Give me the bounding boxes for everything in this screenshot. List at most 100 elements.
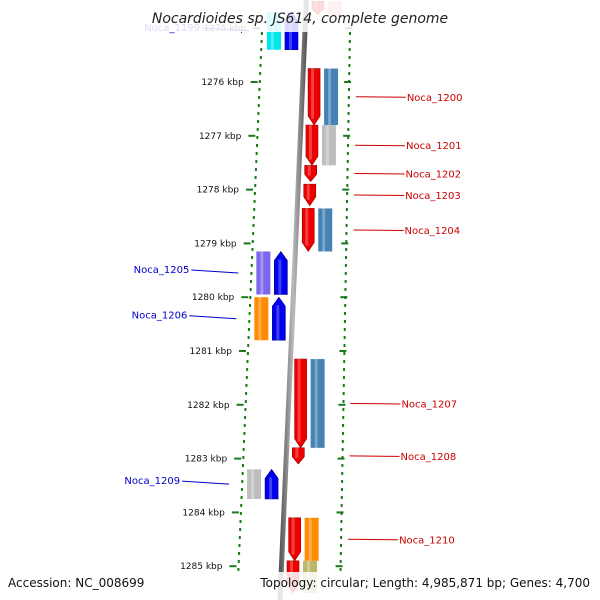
outer-tick-mark xyxy=(337,457,345,460)
gene-arrow[interactable] xyxy=(274,250,288,295)
guide-dot-inner xyxy=(260,32,263,35)
guide-dot-inner xyxy=(239,520,242,523)
gene-noca_1205[interactable] xyxy=(256,250,288,295)
guide-dot-inner xyxy=(239,528,242,531)
kbp-tick-label: 1281 kbp xyxy=(190,347,233,357)
guide-dot-outer xyxy=(346,160,349,163)
cog-category-box xyxy=(247,469,262,499)
guide-dot-outer xyxy=(340,496,343,499)
kbp-tick-label: 1278 kbp xyxy=(197,186,240,196)
gene-label[interactable]: Noca_1202 xyxy=(405,169,461,180)
outer-tick-mark xyxy=(338,403,346,406)
guide-dot-inner xyxy=(244,408,247,411)
gene-arrow[interactable] xyxy=(264,468,279,500)
guide-dot-inner xyxy=(247,328,250,331)
guide-dot-inner xyxy=(244,400,247,403)
guide-dot-inner xyxy=(254,176,257,179)
guide-dot-outer xyxy=(347,88,350,91)
guide-dot-outer xyxy=(343,336,346,339)
gene-arrow[interactable] xyxy=(301,208,315,253)
gene-arrow[interactable] xyxy=(307,68,321,126)
guide-dot-inner xyxy=(241,480,244,483)
guide-dot-outer xyxy=(341,456,344,459)
gene-label[interactable]: Noca_1210 xyxy=(399,535,455,546)
gene-noca_1204[interactable] xyxy=(301,208,333,253)
gene-arrow[interactable] xyxy=(288,517,301,562)
gene-label[interactable]: Noca_1205 xyxy=(134,265,190,276)
guide-dot-outer xyxy=(339,544,342,547)
gene-label[interactable]: Noca_1204 xyxy=(404,226,460,237)
guide-dot-outer xyxy=(339,568,342,571)
gene-label[interactable]: Noca_1201 xyxy=(406,141,462,152)
cog-box-shine xyxy=(308,517,312,561)
gene-arrow[interactable] xyxy=(303,183,317,207)
gene-label-leader xyxy=(182,480,230,485)
guide-dot-inner xyxy=(241,464,244,467)
gene-arrow-shine xyxy=(305,208,309,246)
guide-dot-inner xyxy=(251,240,254,243)
gene-arrow[interactable] xyxy=(294,358,307,449)
guide-dot-outer xyxy=(346,200,349,203)
guide-dot-inner xyxy=(243,424,246,427)
gene-label[interactable]: Noca_1203 xyxy=(405,191,461,202)
gene-arrow-shine xyxy=(278,259,282,295)
gene-arrow-shine xyxy=(288,20,292,50)
guide-dot-outer xyxy=(342,400,345,403)
guide-dot-inner xyxy=(250,280,253,283)
guide-dot-outer xyxy=(347,112,350,115)
guide-dot-outer xyxy=(345,256,348,259)
guide-dot-outer xyxy=(344,280,347,283)
gene-label[interactable]: Noca_1200 xyxy=(407,93,463,104)
guide-dot-inner xyxy=(253,192,256,195)
guide-dot-outer xyxy=(341,472,344,475)
guide-dot-outer xyxy=(347,128,350,131)
gene-noca_1202[interactable] xyxy=(304,165,318,183)
gene-noca_1201[interactable] xyxy=(305,124,336,166)
guide-dot-outer xyxy=(346,168,349,171)
guide-dot-inner xyxy=(240,504,243,507)
guide-dot-inner xyxy=(252,224,255,227)
gene-label[interactable]: Noca_1207 xyxy=(401,399,457,410)
cog-box-shine xyxy=(328,68,332,126)
guide-dot-inner xyxy=(257,104,260,107)
guide-dot-outer xyxy=(348,40,351,43)
cog-category-box xyxy=(310,359,325,448)
gene-noca_1208[interactable] xyxy=(292,447,305,465)
guide-dot-inner xyxy=(247,344,250,347)
guide-dot-outer xyxy=(343,368,346,371)
gene-noca_1207[interactable] xyxy=(294,358,325,449)
guide-dot-outer xyxy=(341,448,344,451)
gene-arrow[interactable] xyxy=(305,124,319,166)
guide-dot-outer xyxy=(348,72,351,75)
kbp-tick-label: 1284 kbp xyxy=(182,508,225,518)
outer-tick-mark xyxy=(340,296,348,299)
guide-dot-outer xyxy=(347,144,349,147)
gene-noca_1206[interactable] xyxy=(254,296,286,341)
gene-noca_1209[interactable] xyxy=(247,468,279,500)
kbp-tick-label: 1282 kbp xyxy=(187,401,230,411)
gene-noca_1203[interactable] xyxy=(303,183,317,207)
guide-dot-outer xyxy=(343,320,346,323)
guide-dot-inner xyxy=(257,120,260,123)
guide-dot-outer xyxy=(346,184,349,187)
dotted-guides xyxy=(237,27,353,571)
title-backdrop xyxy=(0,0,600,32)
gene-noca_1200[interactable] xyxy=(307,68,339,126)
guide-dot-inner xyxy=(240,488,243,491)
gene-noca_1210[interactable] xyxy=(288,517,319,562)
kbp-tick-mark xyxy=(243,242,251,245)
guide-dot-inner xyxy=(259,72,262,75)
guide-dot-outer xyxy=(342,424,345,427)
cog-box-shine xyxy=(260,251,264,295)
gene-arrow[interactable] xyxy=(304,165,318,183)
guide-dot-inner xyxy=(237,568,240,571)
guide-dot-inner xyxy=(248,304,251,307)
gene-arrow[interactable] xyxy=(272,296,286,341)
guide-dot-inner xyxy=(244,416,247,419)
gene-label[interactable]: Noca_1209 xyxy=(124,476,180,487)
gene-arrow[interactable] xyxy=(292,447,305,465)
gene-label[interactable]: Noca_1206 xyxy=(132,311,188,322)
gene-label-leader xyxy=(349,455,400,457)
gene-label[interactable]: Noca_1208 xyxy=(401,452,457,463)
